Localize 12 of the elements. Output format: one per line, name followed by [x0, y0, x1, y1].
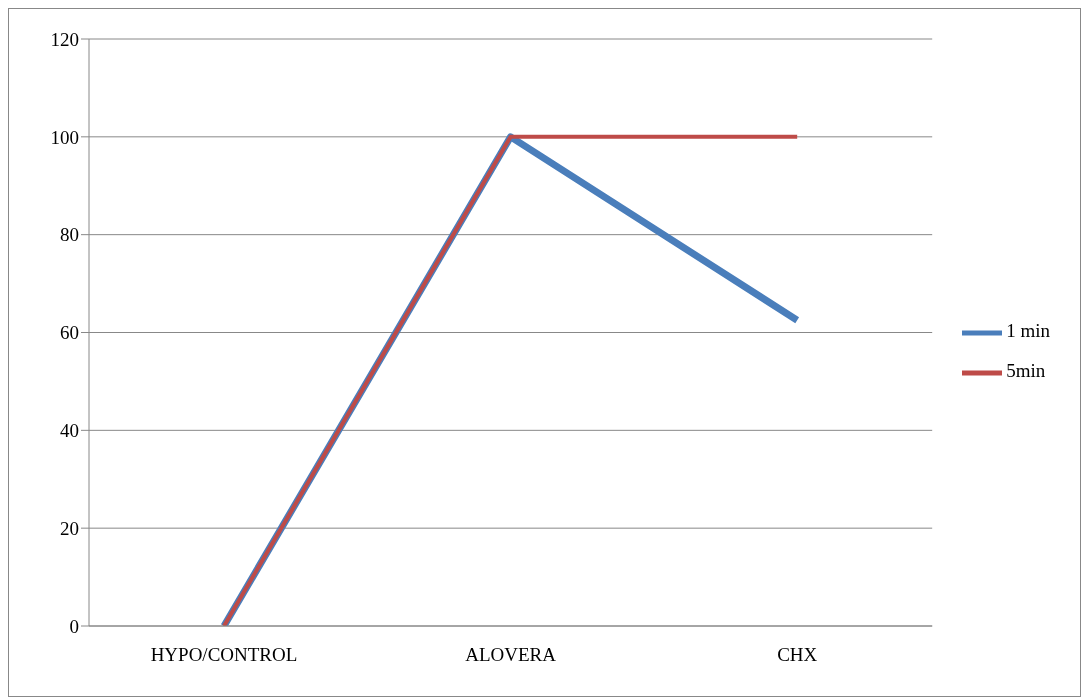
x-tick-label: ALOVERA [465, 644, 557, 666]
y-tick-label: 40 [60, 420, 79, 442]
y-tick-label: 80 [60, 224, 79, 246]
legend-label: 1 min [1006, 319, 1050, 341]
y-tick-label: 0 [69, 615, 79, 637]
x-tick-label: CHX [777, 644, 818, 666]
x-tick-label: HYPO/CONTROL [150, 644, 298, 666]
legend-label: 5min [1006, 359, 1046, 381]
y-tick-label: 100 [50, 126, 79, 148]
y-tick-label: 20 [60, 517, 79, 539]
y-tick-label: 120 [50, 28, 79, 50]
y-tick-label: 60 [60, 322, 79, 344]
